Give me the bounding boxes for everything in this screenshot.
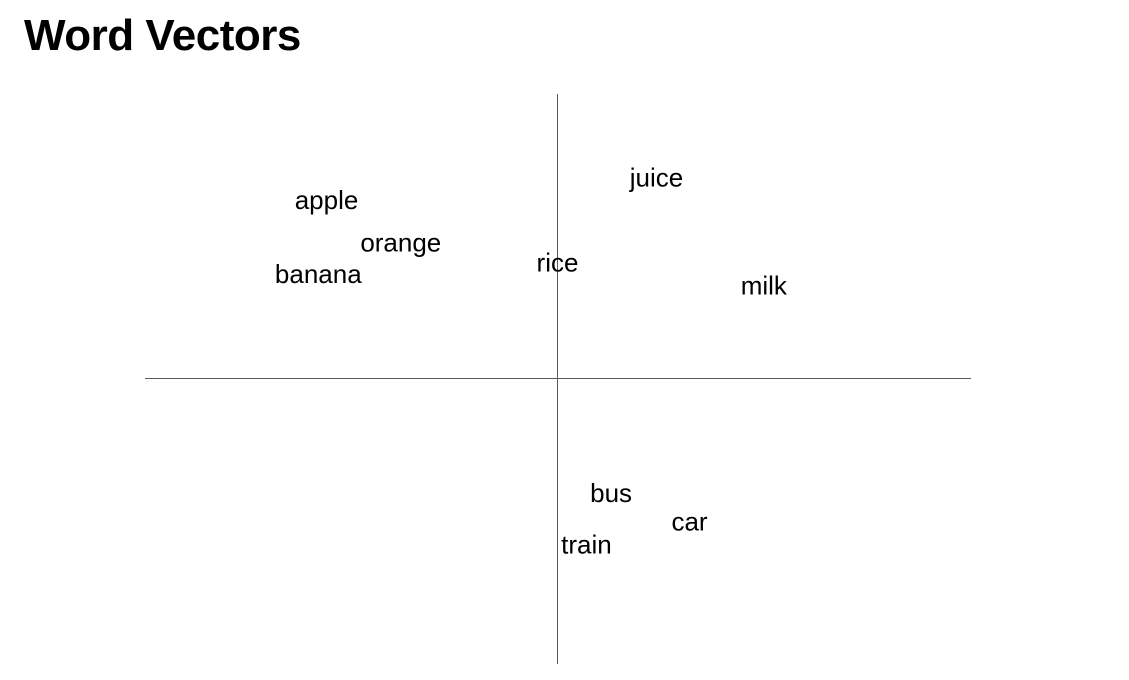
word-point-milk: milk — [741, 270, 788, 300]
word-point-car: car — [671, 506, 707, 536]
word-point-apple: apple — [295, 185, 359, 215]
word-point-banana: banana — [275, 259, 362, 289]
word-point-bus: bus — [590, 478, 632, 508]
word-point-orange: orange — [360, 228, 441, 258]
word-point-train: train — [561, 529, 612, 559]
word-point-rice: rice — [537, 248, 579, 278]
word-point-juice: juice — [629, 162, 683, 192]
chart-title: Word Vectors — [24, 11, 301, 60]
